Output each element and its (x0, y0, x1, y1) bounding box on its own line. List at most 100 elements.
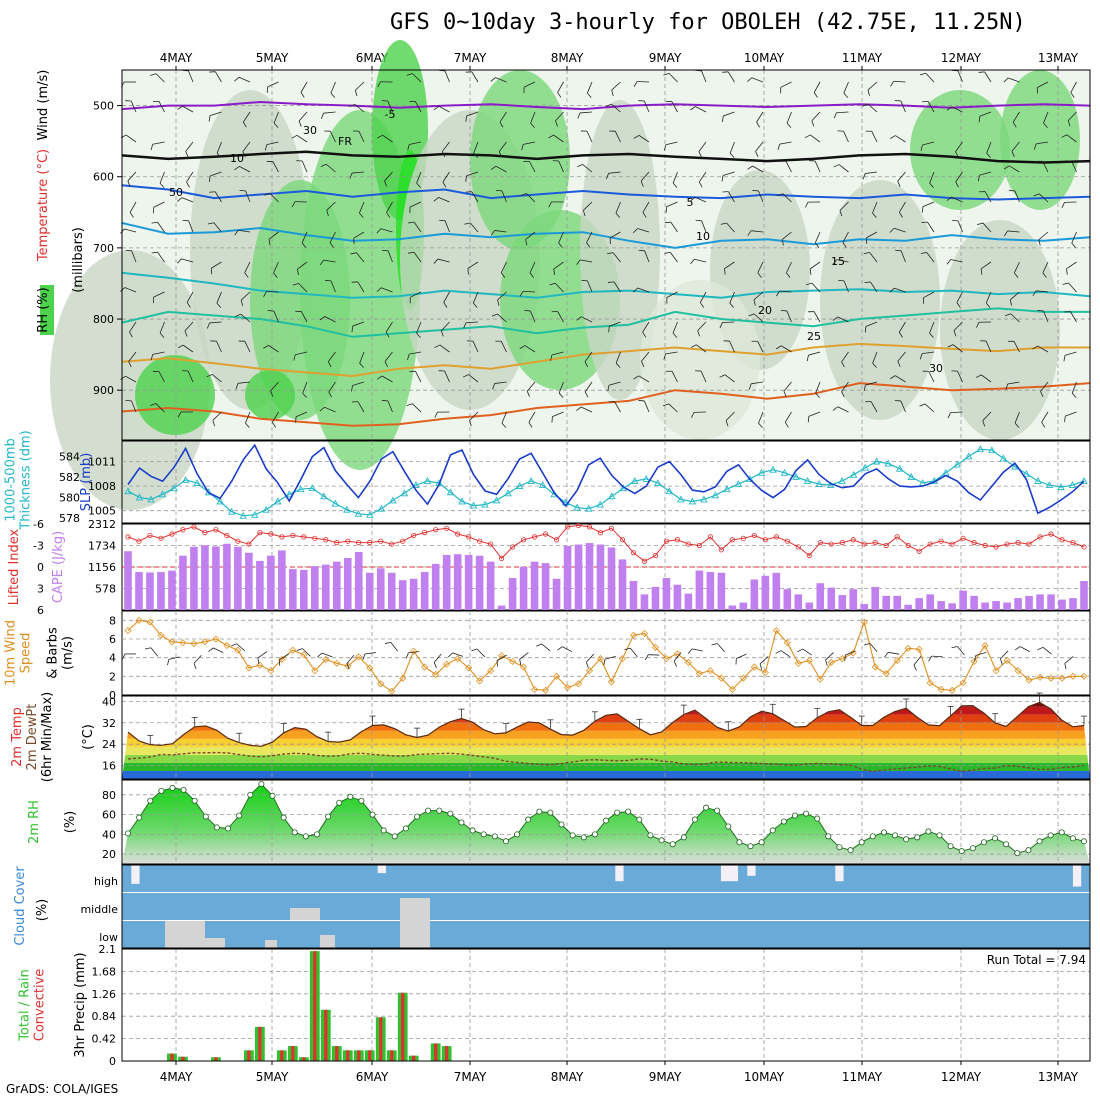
isotherm-4 (121, 271, 1091, 299)
wind-barb-210 (607, 252, 621, 263)
wind-barb-389-staff (1038, 231, 1049, 241)
cloud-unit-label-line-0: (%) (35, 899, 50, 922)
wind-speed-point-79 (992, 667, 1000, 675)
wind-speed-point-25 (399, 674, 407, 682)
wind-barb-341 (921, 221, 935, 233)
cloud-low-bar-19 (289, 921, 299, 948)
precip-ytick-2: 1.26 (92, 988, 117, 1001)
wind-barb-336-flag (919, 72, 926, 76)
wind-barb-200-staff (581, 316, 593, 323)
wind-barb-397-staff (1067, 111, 1077, 121)
lifted-index-point-52 (696, 542, 703, 549)
wind-barb-128 (416, 321, 422, 338)
wind-barb-366 (980, 261, 992, 275)
contour-label-6: 25 (807, 330, 821, 343)
wind-barb-116-flag (385, 331, 390, 338)
surface-barb-34-staff (869, 643, 878, 653)
wind-barb-352-flag (946, 196, 952, 202)
cloud-high-bar-60 (650, 865, 660, 892)
wind-barb-361-flag (978, 116, 981, 123)
wind-barb-263-staff (725, 411, 735, 421)
wind-barb-81-flag (293, 354, 296, 361)
wind-barb-218-flag (633, 135, 640, 139)
wind-barb-196-staff (583, 201, 593, 211)
surface-barb-33-staff (845, 650, 856, 656)
cape-bar-57 (750, 579, 759, 610)
wind-barb-91 (325, 279, 336, 293)
wind-barb-32-staff (184, 321, 194, 332)
cloud-high-bar-43 (500, 865, 510, 892)
wind-barb-33-flag (177, 344, 184, 349)
wind-barb-309-flag (841, 361, 845, 368)
wind-barb-110-staff (382, 134, 393, 143)
wind-barb-310-flag (841, 391, 845, 398)
wind-barb-20-staff (159, 321, 165, 334)
wind-barb-174-staff (529, 261, 536, 274)
cloud-middle-bar-10 (210, 893, 220, 920)
wind-barb-158-flag (498, 151, 503, 158)
lifted-index-ytick-0: -6 (33, 518, 44, 531)
cloud-low-bar-18 (280, 921, 290, 948)
thickness-point-21 (366, 510, 374, 518)
lifted-index-point-13 (268, 531, 274, 537)
wind-barb-51 (234, 166, 251, 173)
thickness-point-52 (723, 485, 731, 493)
cape-bar-9 (223, 543, 231, 610)
wind-barb-264-flag (747, 77, 753, 83)
rh-point-68 (880, 829, 887, 836)
rh-blob-1 (135, 355, 215, 435)
cloud-high-bar-69 (729, 881, 739, 892)
cloud-low-bar-46 (526, 921, 537, 948)
surface-barb-42 (1037, 646, 1052, 655)
wind-barb-147 (465, 171, 479, 182)
cape-bar-5 (179, 555, 187, 610)
thickness-point-0 (124, 487, 132, 495)
cloud-middle-bar-30 (386, 893, 396, 920)
temp-line (127, 701, 1085, 747)
wind-speed-point-73 (926, 679, 934, 687)
lifted-index-label: Lifted Index (7, 528, 22, 605)
precip-conv-bar-24 (390, 1050, 394, 1061)
cloud-high-bar-107 (1063, 865, 1073, 892)
wind-speed-point-52 (695, 669, 703, 678)
wind-speed-line (127, 619, 1084, 693)
thickness-point-72 (953, 460, 962, 468)
cloud-high-bar-44 (509, 865, 519, 892)
wind-barb-90-staff (323, 259, 336, 263)
wind-speed-point-77 (970, 657, 978, 665)
cloud-high-bar-93 (940, 865, 950, 892)
wind-barb-145-staff (466, 111, 479, 117)
wind-barb-320-flag (864, 326, 867, 333)
cloud-high-bar-19 (289, 865, 299, 892)
wind-barb-257-staff (726, 222, 735, 233)
wind-barb-98-staff (358, 130, 365, 143)
cloud-middle-bar-88 (896, 893, 906, 920)
wind-barb-246 (690, 258, 707, 265)
wind-barb-370-staff (981, 374, 992, 383)
surface-barb-0 (121, 653, 136, 660)
wind-barb-247 (699, 291, 707, 308)
wind-barb-116 (385, 321, 393, 338)
wind-barb-222-staff (644, 250, 650, 263)
wind-barb-265 (756, 111, 764, 128)
wind-barb-85 (321, 111, 336, 119)
rh-point-7 (202, 813, 209, 820)
wind-barb-281-staff (781, 231, 792, 240)
wind-barb-141 (434, 344, 450, 353)
lifted-index-point-77 (971, 540, 977, 546)
wind-speed-point-82 (1025, 676, 1033, 684)
wind-barb-347-staff (924, 403, 935, 413)
surface-barb-6 (257, 651, 268, 665)
cape-bar-44 (607, 547, 616, 610)
cape-bar-23 (376, 568, 385, 610)
cape-ytick-1: 1734 (88, 540, 116, 553)
wind-barb-88-flag (326, 210, 329, 217)
cloud-low-bar-66 (702, 921, 713, 948)
wind-barb-67 (263, 291, 279, 297)
wind-barb-96-staff (355, 81, 365, 91)
cloud-low-bar-52 (579, 921, 589, 948)
wind-barb-158-staff (498, 141, 507, 152)
date-bottom-1: 5MAY (256, 1070, 289, 1084)
wind-barb-298 (815, 381, 821, 398)
wind-barb-363-flag (977, 175, 980, 182)
